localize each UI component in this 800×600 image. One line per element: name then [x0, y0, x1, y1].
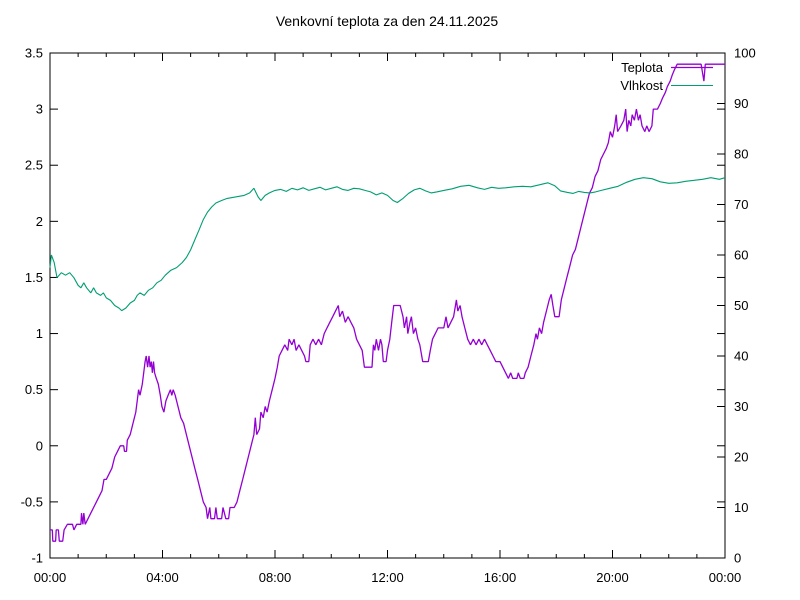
y1-tick-label: 1.5: [25, 270, 43, 285]
x-tick-label: 12:00: [371, 570, 404, 585]
y2-tick-label: 30: [734, 399, 748, 414]
y2-tick-label: 80: [734, 147, 748, 162]
y1-tick-label: 0.5: [25, 382, 43, 397]
teplota-line: [50, 63, 725, 542]
x-tick-label: 16:00: [484, 570, 517, 585]
x-tick-label: 00:00: [709, 570, 742, 585]
x-tick-label: 08:00: [259, 570, 292, 585]
y2-tick-label: 70: [734, 197, 748, 212]
legend-label-vlhkost: Vlhkost: [620, 78, 663, 93]
y2-tick-label: 100: [734, 46, 756, 61]
y1-tick-label: 3: [36, 102, 43, 117]
y1-tick-label: 3.5: [25, 46, 43, 61]
y1-tick-label: 2.5: [25, 158, 43, 173]
legend: Teplota Vlhkost: [620, 60, 713, 93]
y2-tick-label: 20: [734, 450, 748, 465]
y1-tick-label: 0: [36, 438, 43, 453]
y1-tick-label: 2: [36, 214, 43, 229]
plot-border: [49, 52, 726, 559]
x-tick-label: 00:00: [34, 570, 67, 585]
y2-tick-label: 50: [734, 298, 748, 313]
y2-tick-label: 60: [734, 248, 748, 263]
y1-tick-label: -1: [31, 551, 43, 566]
x-tick-label: 20:00: [596, 570, 629, 585]
legend-label-teplota: Teplota: [621, 60, 664, 75]
plot-generated-content: 00:00 04:00 08:00 12:00 16:00 20:00 00:00 -1 -0.…: [21, 46, 756, 586]
y1-tick-label: 1: [36, 326, 43, 341]
y2-tick-label: 40: [734, 349, 748, 364]
x-tick-label: 04:00: [146, 570, 179, 585]
y1-tick-label: -0.5: [21, 494, 43, 509]
y2-tick-label: 0: [734, 551, 741, 566]
y2-tick-label: 90: [734, 96, 748, 111]
vlhkost-line: [49, 177, 726, 312]
y2-tick-label: 10: [734, 500, 748, 515]
page-title: Venkovní teplota za den 24.11.2025: [276, 13, 499, 29]
